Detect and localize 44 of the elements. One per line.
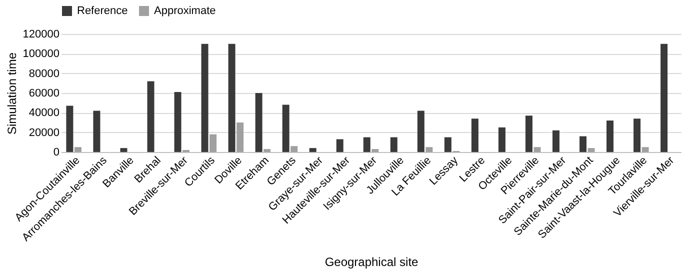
bar <box>210 134 217 152</box>
y-tick-label: 80000 <box>28 68 60 80</box>
bar <box>390 137 398 152</box>
y-axis-title: Simulation time <box>4 52 19 135</box>
bar <box>174 92 182 152</box>
y-tick-label: 100000 <box>22 48 60 60</box>
bar <box>93 110 100 152</box>
bar <box>588 148 595 152</box>
y-tick-label: 40000 <box>28 107 60 120</box>
bar <box>606 120 614 152</box>
legend-label: Approximate <box>154 5 216 17</box>
bar <box>471 118 478 152</box>
bar <box>201 44 208 152</box>
bar <box>417 110 424 152</box>
bar <box>642 147 649 152</box>
bar <box>264 149 271 152</box>
bar <box>552 130 560 152</box>
bar <box>372 149 379 152</box>
bar <box>660 44 668 152</box>
bar <box>498 127 506 152</box>
bar <box>120 148 128 152</box>
bar <box>66 106 74 152</box>
bar <box>534 147 541 152</box>
bar <box>147 81 154 152</box>
bar <box>255 93 262 152</box>
bar <box>236 122 244 152</box>
bar <box>282 104 290 152</box>
bar <box>525 116 532 152</box>
legend-label: Reference <box>77 5 128 17</box>
bar <box>309 148 316 152</box>
bar <box>634 118 641 152</box>
y-tick-label: 0 <box>53 146 60 158</box>
bar <box>426 147 433 152</box>
bar <box>228 44 236 152</box>
y-tick-label: 120000 <box>22 28 60 40</box>
bar <box>444 137 452 152</box>
y-tick-label: 20000 <box>28 126 60 139</box>
bar <box>579 136 586 152</box>
bar <box>336 139 344 152</box>
bar <box>290 146 298 152</box>
y-tick-label: 60000 <box>28 88 60 100</box>
bar <box>363 137 370 152</box>
x-axis-title: Geographical site <box>324 255 419 270</box>
bar <box>74 147 82 152</box>
